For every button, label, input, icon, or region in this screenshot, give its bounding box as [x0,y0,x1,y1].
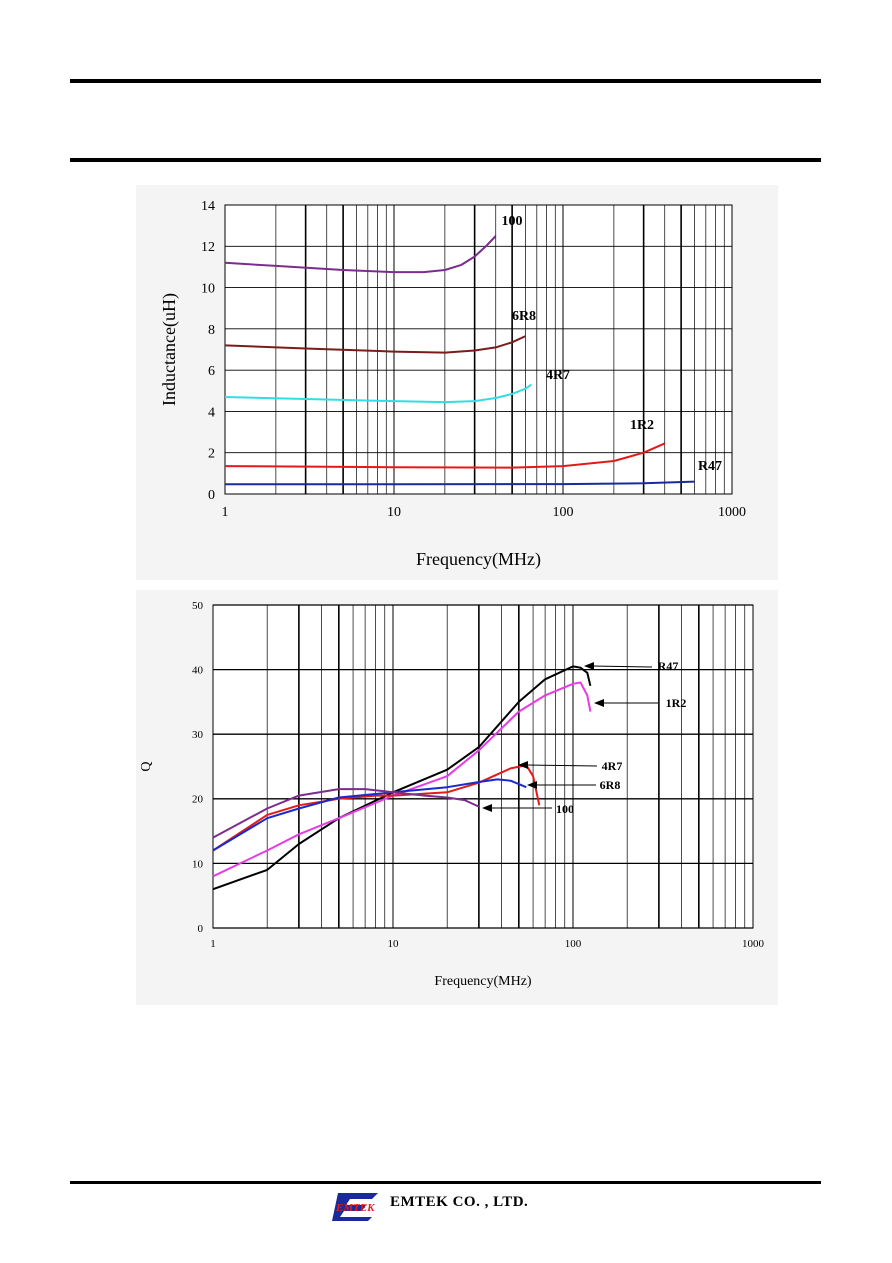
inductance-chart: 0 2 4 6 8 10 12 14 1 10 100 1000 Frequency(MHz) Induc… [136,185,778,580]
series-label-6r8: 6R8 [512,309,536,324]
y-tick-label: 2 [208,447,215,462]
series-line-r47 [225,480,695,486]
series-label-100: 100 [556,802,574,816]
header-rule-bottom [70,158,821,162]
y-tick-label: 10 [192,858,204,870]
x-tick-label: 100 [565,938,582,950]
series-label-4r7: 4R7 [546,368,570,383]
arrow-head-icon [584,662,594,670]
y-tick-label: 0 [198,923,204,935]
emtek-logo-icon: EMTEK [332,1193,378,1221]
y-tick-label: 50 [192,600,204,612]
series-line-1r2 [212,681,592,878]
series-label-100: 100 [502,214,523,229]
x-tick-label: 10 [388,938,400,950]
x-axis-title: Frequency(MHz) [416,549,541,570]
series-label-1r2: 1R2 [666,696,687,710]
series-line-6r8 [224,335,526,354]
plot-area [212,604,754,929]
y-tick-label: 30 [192,729,204,741]
series-line-6r8 [212,778,527,852]
y-tick-label: 14 [201,199,215,214]
x-tick-label: 10 [387,505,401,520]
y-tick-label: 10 [201,281,215,296]
series-label-r47: R47 [698,459,722,474]
x-tick-label: 1000 [718,505,746,520]
y-tick-label: 4 [208,405,215,420]
series-label-4r7: 4R7 [602,759,623,773]
series-label-6r8: 6R8 [600,778,621,792]
series-label-r47: R47 [658,659,679,673]
y-tick-label: 12 [201,240,215,255]
x-axis-title: Frequency(MHz) [434,974,532,989]
x-tick-label: 1 [210,938,216,950]
x-tick-label: 1000 [742,938,765,950]
logo-text: EMTEK [335,1202,375,1214]
footer-rule [70,1181,821,1184]
x-tick-label: 1 [222,505,229,520]
series-line-4r7 [224,383,532,404]
arrow-head-icon [482,804,492,812]
y-tick-label: 6 [208,364,215,379]
q-factor-chart: 0 10 20 30 40 50 1 10 100 1000 Frequency(MHz) Q R47 1… [136,590,778,1005]
arrow-head-icon [527,781,537,789]
y-tick-label: 0 [208,488,215,503]
y-axis-title: Q [139,761,154,771]
x-tick-label: 100 [553,505,574,520]
label-arrow-line [591,665,653,668]
series-line-r47 [212,665,592,891]
series-line-100 [212,788,480,839]
y-tick-label: 20 [192,794,204,806]
label-arrow-line [525,764,598,767]
y-tick-label: 8 [208,323,215,338]
series-line-1r2 [224,442,666,469]
arrow-head-icon [594,699,604,707]
y-tick-label: 40 [192,664,204,676]
arrow-head-icon [518,761,528,769]
series-label-1r2: 1R2 [630,418,654,433]
series-line-100 [224,235,497,274]
header-rule-top [70,79,821,83]
y-axis-title: Inductance(uH) [159,293,180,406]
company-name: EMTEK CO. , LTD. [390,1194,529,1210]
